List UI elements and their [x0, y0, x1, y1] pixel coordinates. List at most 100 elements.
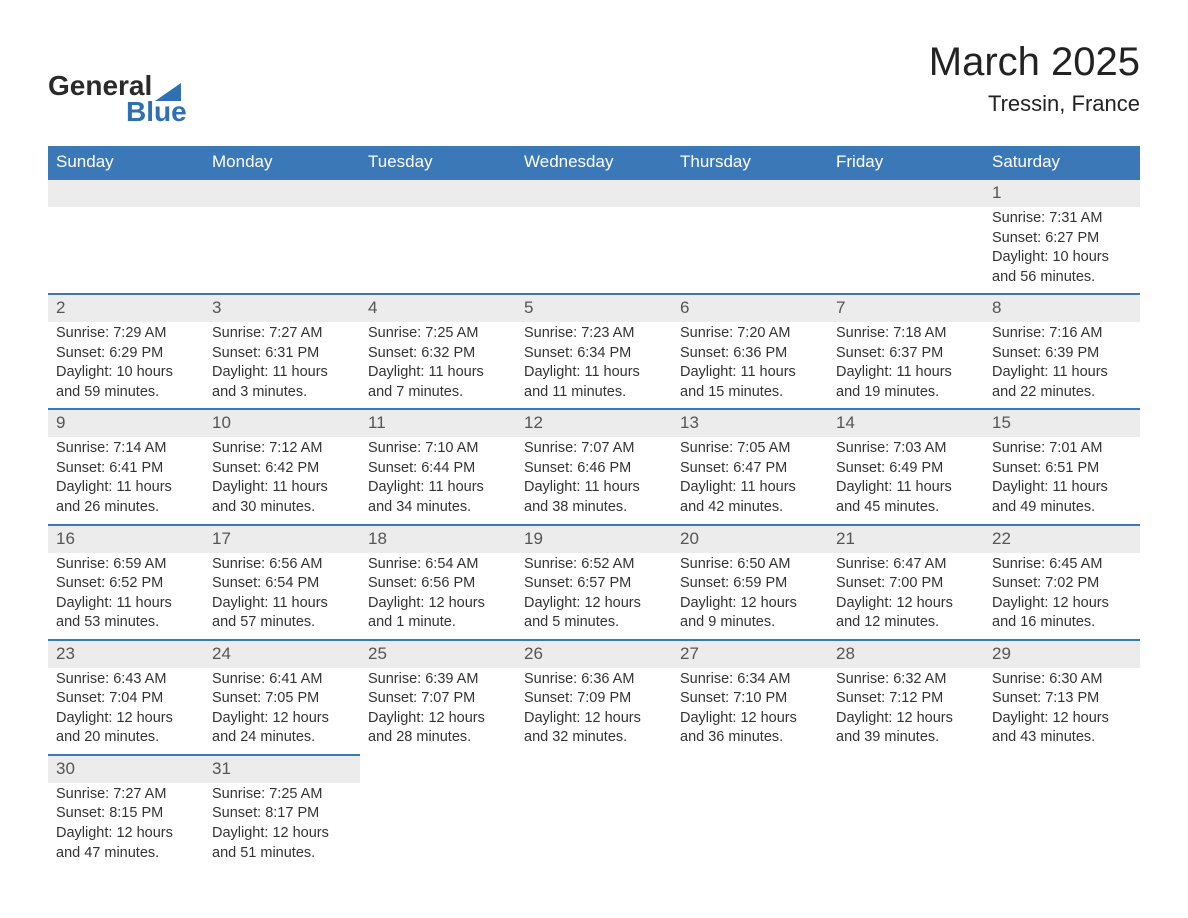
value: 7:07 PM	[421, 690, 475, 706]
label: Sunrise:	[524, 440, 581, 456]
daynum-row: 3031	[48, 755, 1140, 783]
day-number: 2	[56, 298, 65, 317]
day-number: 7	[836, 298, 845, 317]
daynum-row: 9101112131415	[48, 409, 1140, 437]
day-info-cell	[984, 783, 1140, 869]
day-info-cell: Sunrise: 7:29 AMSunset: 6:29 PMDaylight:…	[48, 322, 204, 409]
label: Sunrise:	[836, 556, 893, 572]
day-number-cell: 19	[516, 525, 672, 553]
daynum-row: 1	[48, 179, 1140, 207]
value: 6:49 PM	[889, 460, 943, 476]
label: Daylight:	[524, 595, 584, 611]
day-info-cell: Sunrise: 7:03 AMSunset: 6:49 PMDaylight:…	[828, 437, 984, 524]
day-info-cell: Sunrise: 7:27 AMSunset: 8:15 PMDaylight:…	[48, 783, 204, 869]
day-number-cell: 29	[984, 640, 1140, 668]
day-number-cell: 15	[984, 409, 1140, 437]
weekday-header: Wednesday	[516, 146, 672, 179]
value: 7:27 AM	[113, 786, 166, 802]
day-line: Daylight: 11 hours and 49 minutes.	[992, 478, 1132, 517]
day-number: 19	[524, 529, 543, 548]
label: Sunset:	[56, 575, 109, 591]
label: Sunset:	[836, 575, 889, 591]
day-info-cell: Sunrise: 6:54 AMSunset: 6:56 PMDaylight:…	[360, 553, 516, 640]
day-number-cell: 23	[48, 640, 204, 668]
day-number-cell: 30	[48, 755, 204, 783]
day-line: Sunset: 6:59 PM	[680, 574, 820, 594]
day-line: Sunset: 6:47 PM	[680, 459, 820, 479]
day-number: 8	[992, 298, 1001, 317]
info-row: Sunrise: 7:27 AMSunset: 8:15 PMDaylight:…	[48, 783, 1140, 869]
day-info-cell: Sunrise: 7:25 AMSunset: 6:32 PMDaylight:…	[360, 322, 516, 409]
logo-triangle-icon	[155, 76, 181, 96]
label: Daylight:	[992, 249, 1052, 265]
label: Sunset:	[836, 690, 889, 706]
day-line: Sunrise: 7:18 AM	[836, 324, 976, 344]
day-number-cell: 22	[984, 525, 1140, 553]
label: Daylight:	[992, 479, 1052, 495]
day-number: 12	[524, 413, 543, 432]
day-line: Sunset: 6:31 PM	[212, 344, 352, 364]
label: Sunset:	[56, 805, 109, 821]
day-line: Sunset: 7:07 PM	[368, 689, 508, 709]
day-info-cell: Sunrise: 6:47 AMSunset: 7:00 PMDaylight:…	[828, 553, 984, 640]
day-line: Sunset: 7:02 PM	[992, 574, 1132, 594]
day-number: 13	[680, 413, 699, 432]
label: Daylight:	[368, 710, 428, 726]
day-number-cell: 1	[984, 179, 1140, 207]
day-line: Sunrise: 6:43 AM	[56, 670, 196, 690]
value: 7:03 AM	[893, 440, 946, 456]
value: 6:54 AM	[425, 556, 478, 572]
day-number-cell: 31	[204, 755, 360, 783]
value: 7:20 AM	[737, 325, 790, 341]
day-number-cell: 14	[828, 409, 984, 437]
day-info-cell	[48, 207, 204, 294]
label: Sunset:	[992, 690, 1045, 706]
day-line: Daylight: 11 hours and 11 minutes.	[524, 363, 664, 402]
value: 7:10 PM	[733, 690, 787, 706]
day-line: Sunset: 8:17 PM	[212, 804, 352, 824]
value: 6:56 PM	[421, 575, 475, 591]
value: 6:52 PM	[109, 575, 163, 591]
weekday-header: Monday	[204, 146, 360, 179]
label: Sunset:	[680, 690, 733, 706]
day-info-cell: Sunrise: 6:50 AMSunset: 6:59 PMDaylight:…	[672, 553, 828, 640]
value: 6:34 PM	[577, 345, 631, 361]
value: 7:31 AM	[1049, 210, 1102, 226]
day-number: 6	[680, 298, 689, 317]
day-line: Daylight: 10 hours and 59 minutes.	[56, 363, 196, 402]
day-line: Daylight: 11 hours and 3 minutes.	[212, 363, 352, 402]
value: 7:27 AM	[269, 325, 322, 341]
label: Sunrise:	[992, 325, 1049, 341]
day-number-cell: 2	[48, 294, 204, 322]
value: 6:32 PM	[421, 345, 475, 361]
page-header: General Blue March 2025 Tressin, France	[48, 40, 1140, 128]
value: 6:42 PM	[265, 460, 319, 476]
day-info-cell: Sunrise: 6:30 AMSunset: 7:13 PMDaylight:…	[984, 668, 1140, 755]
day-number: 25	[368, 644, 387, 663]
calendar-table: Sunday Monday Tuesday Wednesday Thursday…	[48, 146, 1140, 869]
weekday-header: Thursday	[672, 146, 828, 179]
day-line: Sunset: 6:32 PM	[368, 344, 508, 364]
logo: General Blue	[48, 40, 187, 128]
day-line: Sunrise: 6:30 AM	[992, 670, 1132, 690]
value: 6:41 PM	[109, 460, 163, 476]
label: Sunset:	[992, 345, 1045, 361]
day-line: Sunset: 7:09 PM	[524, 689, 664, 709]
label: Daylight:	[992, 710, 1052, 726]
label: Daylight:	[368, 479, 428, 495]
day-info-cell: Sunrise: 6:59 AMSunset: 6:52 PMDaylight:…	[48, 553, 204, 640]
value: 6:43 AM	[113, 671, 166, 687]
value: 7:01 AM	[1049, 440, 1102, 456]
day-line: Sunrise: 7:25 AM	[368, 324, 508, 344]
value: 6:47 AM	[893, 556, 946, 572]
label: Daylight:	[992, 595, 1052, 611]
value: 7:02 PM	[1045, 575, 1099, 591]
day-line: Sunrise: 6:47 AM	[836, 555, 976, 575]
value: 6:29 PM	[109, 345, 163, 361]
day-line: Sunset: 8:15 PM	[56, 804, 196, 824]
label: Sunrise:	[212, 671, 269, 687]
day-info-cell: Sunrise: 6:39 AMSunset: 7:07 PMDaylight:…	[360, 668, 516, 755]
day-number-cell: 13	[672, 409, 828, 437]
label: Sunset:	[992, 575, 1045, 591]
day-number: 27	[680, 644, 699, 663]
